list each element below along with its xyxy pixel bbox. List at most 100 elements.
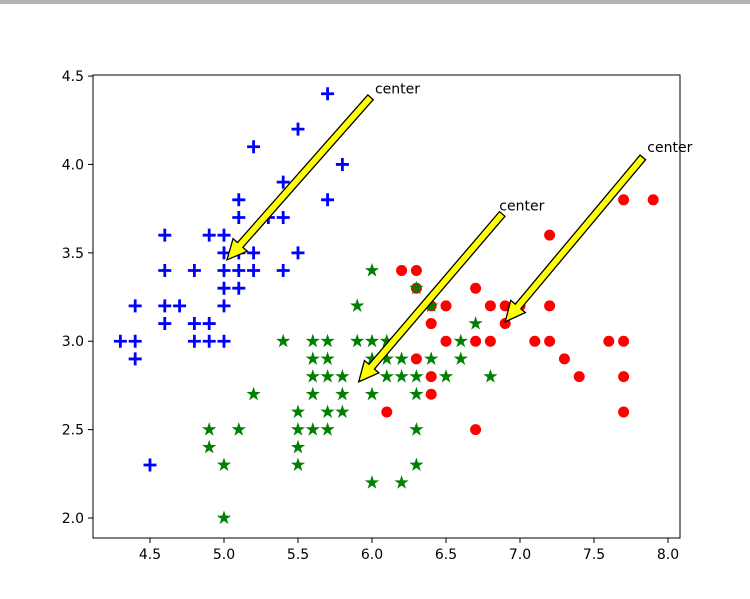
marker-cluster-green	[350, 298, 365, 312]
marker-cluster-green	[305, 422, 320, 436]
marker-cluster-blue	[187, 264, 201, 278]
center-arrow-2	[357, 210, 506, 384]
marker-cluster-blue	[128, 334, 142, 348]
marker-cluster-red	[573, 371, 585, 383]
marker-cluster-green	[364, 386, 380, 401]
marker-cluster-blue	[217, 264, 231, 278]
marker-cluster-green	[202, 422, 217, 436]
marker-cluster-green	[483, 369, 498, 383]
marker-cluster-red	[396, 265, 408, 277]
marker-cluster-red	[410, 353, 422, 365]
marker-cluster-red	[425, 318, 437, 330]
marker-cluster-blue	[276, 264, 290, 278]
marker-cluster-blue	[232, 264, 246, 278]
marker-cluster-red	[440, 335, 452, 347]
marker-cluster-green	[424, 351, 439, 365]
marker-cluster-green	[409, 457, 424, 472]
marker-cluster-red	[425, 371, 437, 383]
marker-cluster-green	[379, 369, 394, 383]
plot-frame	[92, 74, 681, 539]
marker-cluster-green	[453, 351, 468, 365]
marker-cluster-green	[409, 386, 424, 401]
marker-cluster-blue	[321, 193, 335, 207]
marker-cluster-red	[484, 300, 496, 312]
marker-cluster-green	[424, 298, 439, 312]
marker-cluster-green	[305, 333, 320, 348]
x-tick-label: 6.0	[361, 547, 383, 563]
marker-cluster-blue	[187, 317, 201, 331]
marker-cluster-blue	[232, 210, 246, 224]
marker-cluster-red	[529, 335, 541, 347]
center-annotation-label-3: center	[647, 140, 692, 156]
marker-cluster-blue	[217, 334, 231, 348]
marker-cluster-blue	[113, 334, 127, 348]
marker-cluster-green	[216, 457, 232, 472]
marker-cluster-red	[618, 371, 630, 383]
marker-cluster-blue	[128, 352, 142, 366]
marker-cluster-blue	[173, 299, 187, 313]
marker-cluster-red	[484, 335, 496, 347]
x-tick-label: 6.5	[435, 547, 457, 563]
marker-cluster-blue	[217, 299, 231, 313]
marker-cluster-green	[305, 386, 320, 401]
marker-cluster-green	[305, 351, 320, 365]
marker-cluster-blue	[158, 264, 172, 278]
marker-cluster-red	[410, 265, 422, 277]
center-annotation-label-2: center	[499, 198, 544, 214]
marker-cluster-green	[320, 422, 335, 436]
x-tick-label: 7.0	[509, 547, 531, 563]
x-tick-label: 8.0	[657, 547, 679, 563]
y-tick-label: 4.5	[62, 69, 84, 85]
marker-cluster-blue	[158, 317, 172, 331]
marker-cluster-green	[320, 333, 335, 348]
marker-cluster-green	[320, 404, 335, 419]
marker-cluster-green	[305, 369, 320, 383]
y-tick-label: 2.5	[62, 423, 84, 439]
marker-cluster-green	[290, 439, 306, 454]
marker-cluster-blue	[291, 122, 305, 136]
marker-cluster-red	[544, 300, 556, 312]
marker-cluster-green	[364, 263, 380, 277]
marker-cluster-blue	[247, 264, 261, 278]
marker-cluster-blue	[202, 317, 216, 331]
marker-cluster-red	[558, 353, 570, 365]
marker-cluster-blue	[202, 228, 216, 242]
marker-cluster-blue	[143, 458, 157, 472]
marker-cluster-green	[231, 422, 246, 436]
marker-cluster-green	[216, 510, 232, 525]
marker-cluster-green	[202, 439, 217, 454]
marker-cluster-green	[379, 333, 394, 348]
marker-cluster-red	[470, 282, 482, 294]
marker-cluster-green	[409, 280, 424, 295]
marker-cluster-blue	[128, 299, 142, 313]
marker-cluster-blue	[232, 193, 246, 207]
y-tick-label: 2.0	[62, 511, 84, 527]
marker-cluster-green	[468, 316, 483, 330]
marker-cluster-green	[290, 422, 306, 436]
marker-cluster-red	[470, 335, 482, 347]
y-tick-label: 3.0	[62, 334, 84, 350]
marker-cluster-blue	[291, 246, 305, 260]
marker-cluster-green	[364, 333, 380, 348]
x-tick-label: 7.5	[583, 547, 605, 563]
center-arrow-3	[504, 154, 647, 323]
marker-cluster-blue	[335, 157, 349, 171]
marker-cluster-blue	[276, 175, 290, 189]
marker-cluster-green	[320, 369, 335, 383]
marker-cluster-blue	[158, 228, 172, 242]
marker-cluster-green	[350, 333, 365, 348]
marker-cluster-green	[335, 369, 350, 383]
marker-cluster-red	[440, 300, 452, 312]
marker-cluster-green	[394, 351, 409, 365]
marker-cluster-red	[618, 406, 630, 418]
center-annotation-label-1: center	[375, 82, 420, 98]
marker-cluster-green	[246, 386, 261, 401]
marker-cluster-green	[364, 351, 380, 365]
center-arrow-1	[225, 93, 375, 262]
y-tick-label: 4.0	[62, 157, 84, 173]
marker-cluster-red	[647, 194, 659, 206]
marker-cluster-blue	[232, 281, 246, 295]
marker-cluster-blue	[217, 228, 231, 242]
marker-cluster-green	[438, 369, 454, 383]
